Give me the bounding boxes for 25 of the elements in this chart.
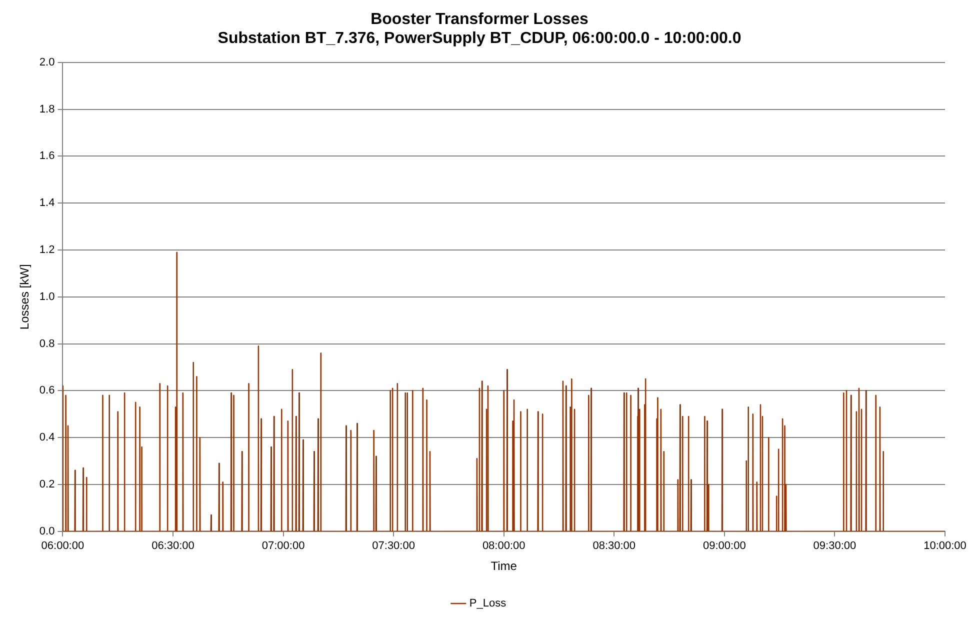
y-tick-label: 1.6 [39, 150, 55, 162]
y-axis-title: Losses [kW] [18, 264, 32, 330]
chart-subtitle: Substation BT_7.376, PowerSupply BT_CDUP, 06:00:00.0 - 10:00:00.0 [218, 30, 742, 48]
y-tick-label: 0.4 [39, 432, 55, 444]
y-tick-label: 1.0 [39, 290, 55, 303]
y-tick-label: 2.0 [39, 56, 55, 68]
legend-label: P_Loss [469, 598, 507, 610]
x-tick-label: 07:30:00 [372, 540, 415, 552]
x-tick-label: 08:00:00 [482, 540, 526, 552]
x-tick-label: 10:00:00 [924, 540, 966, 552]
y-tick-label: 1.2 [39, 244, 55, 256]
y-tick-label: 0.2 [39, 478, 55, 491]
x-tick-label: 06:00:00 [41, 540, 84, 552]
chart-title: Booster Transformer Losses [370, 11, 589, 28]
x-tick-label: 09:30:00 [813, 540, 856, 552]
y-tick-label: 1.4 [39, 197, 55, 210]
y-tick-label: 0.0 [39, 525, 55, 538]
y-tick-label: 1.8 [39, 103, 55, 116]
x-axis-title: Time [490, 559, 518, 574]
y-tick-label: 0.8 [39, 338, 55, 350]
x-tick-label: 06:30:00 [152, 540, 194, 552]
x-tick-label: 09:00:00 [703, 540, 746, 552]
x-tick-label: 08:30:00 [592, 540, 636, 552]
y-tick-label: 0.6 [39, 384, 55, 397]
x-tick-label: 07:00:00 [262, 540, 305, 552]
